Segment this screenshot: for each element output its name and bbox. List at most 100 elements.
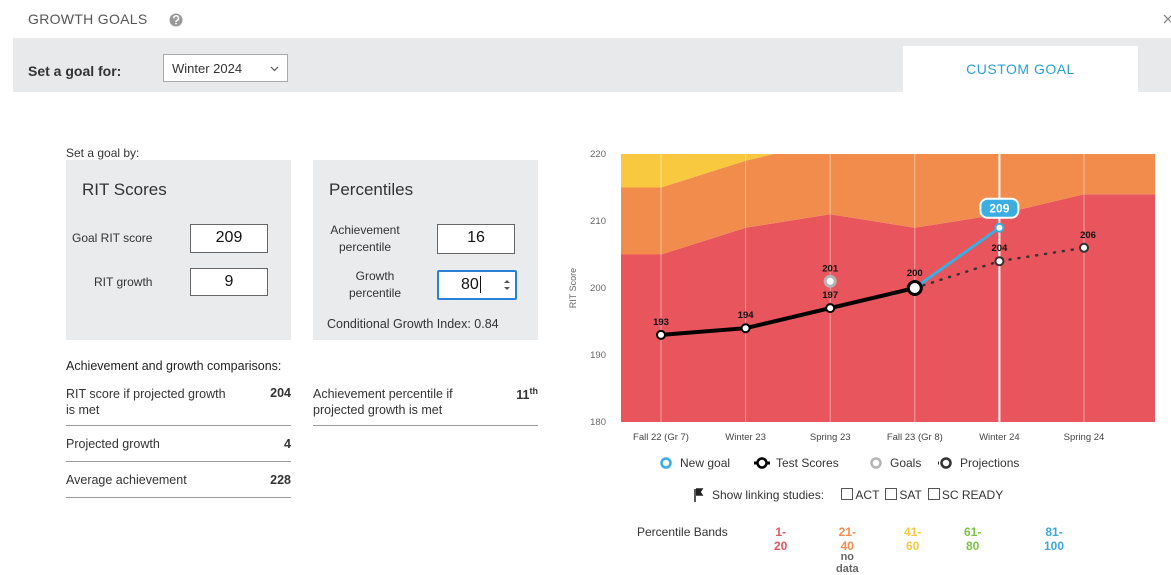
field-label: Goal RIT score — [72, 231, 153, 245]
band-note: no data — [836, 551, 859, 575]
comparison-label: Projected growth — [66, 437, 160, 451]
comparison-value: 4 — [284, 437, 291, 451]
comparison-value: 204 — [270, 386, 291, 400]
data-label: 193 — [653, 317, 669, 328]
x-tick-label: Winter 23 — [725, 432, 766, 443]
y-axis-label: RIT Score — [568, 268, 578, 308]
legend-label: Test Scores — [776, 456, 839, 470]
y-tick-label: 200 — [590, 283, 606, 294]
checkbox — [885, 488, 898, 500]
goal-rit-input[interactable]: 209 — [190, 224, 268, 253]
linking-option[interactable]: SC READY — [927, 488, 1004, 502]
term-select[interactable]: Winter 2024 — [163, 54, 288, 82]
comparisons-title: Achievement and growth comparisons: — [66, 359, 282, 373]
legend-item[interactable]: New goal — [656, 456, 730, 470]
band-legend-item: 61-80 — [964, 525, 981, 553]
point — [825, 303, 836, 314]
help-icon[interactable] — [169, 13, 183, 27]
linking-option-label: SC READY — [941, 488, 1004, 502]
band-legend-item: 41-60 — [904, 525, 921, 553]
rit-growth-input[interactable]: 9 — [190, 268, 268, 296]
band-label: 81-100 — [1044, 525, 1065, 553]
ordinal-suffix: th — [529, 386, 539, 396]
x-tick-label: Spring 23 — [810, 432, 851, 443]
header: GROWTH GOALS — [0, 0, 1171, 38]
linking-row: Show linking studies: ACT SAT SC READY — [712, 488, 1009, 502]
percentiles-panel: Percentiles Achievement percentile 16 Gr… — [313, 160, 538, 340]
point — [994, 256, 1005, 267]
x-tick-label: Spring 24 — [1064, 432, 1105, 443]
x-tick-label: Fall 22 (Gr 7) — [633, 432, 689, 443]
field-label: Growth percentile — [348, 269, 402, 300]
legend-item[interactable]: Goals — [866, 456, 921, 470]
data-label: 201 — [822, 263, 839, 274]
data-label: 197 — [822, 290, 838, 301]
x-tick-label: Fall 23 (Gr 8) — [887, 432, 943, 443]
percentile-value: 11 — [516, 388, 530, 403]
checkbox — [927, 488, 940, 500]
legend-item[interactable]: Projections — [936, 456, 1019, 470]
growth-input-value: 80 — [461, 276, 479, 293]
linking-option-label: SAT — [899, 488, 922, 502]
goal-badge — [979, 197, 1020, 219]
point — [1079, 242, 1089, 253]
series-line — [913, 246, 1086, 290]
checkbox — [841, 488, 854, 500]
cgi: Conditional Growth Index: 0.84 — [327, 317, 499, 331]
prompt: Set a goal by: — [66, 146, 140, 160]
legend-icon — [938, 457, 954, 469]
goal-for-label: Set a goal for: — [28, 63, 122, 79]
data-label: 200 — [907, 268, 923, 279]
band-label: 61-80 — [964, 525, 982, 553]
chart: RIT Score Fall 22 (Gr 7) Winter 23 Spring … — [169, 13, 1171, 502]
caret — [479, 276, 481, 293]
comparison-label: RIT score if projected growth is met — [66, 387, 226, 417]
legend-icon — [660, 457, 672, 469]
legend-marker — [660, 457, 672, 469]
legend-icon — [870, 457, 882, 469]
divider — [66, 425, 291, 426]
legend-marker — [870, 457, 882, 469]
flag-icon — [694, 488, 704, 502]
band-label: 21-40 — [838, 525, 856, 553]
achievement-input[interactable]: 16 — [437, 224, 515, 254]
legend-marker — [940, 457, 952, 469]
data-label: 206 — [1080, 230, 1096, 241]
linking-options: ACT SAT SC READY — [841, 488, 1009, 502]
percentile-band — [621, 194, 1155, 422]
divider — [66, 497, 291, 498]
divider — [313, 425, 538, 426]
y-tick-label: 190 — [590, 350, 606, 361]
legend-item[interactable]: Test Scores — [752, 456, 839, 470]
rit-panel: RIT Scores Goal RIT score 209 RIT growth… — [66, 160, 291, 340]
title: GROWTH GOALS — [28, 11, 148, 27]
band-legend-item: 21-40 no data — [836, 525, 859, 575]
data-label: 209 — [989, 202, 1009, 216]
linking-option[interactable]: SAT — [885, 488, 922, 502]
point — [823, 274, 837, 288]
legend-icon — [754, 457, 770, 469]
linking-option[interactable]: ACT — [841, 488, 879, 502]
comparison-label: Achievement percentile if projected grow… — [313, 387, 453, 417]
point — [906, 280, 923, 296]
band-legend-item: 81-100 — [1044, 525, 1064, 553]
field-label: Achievement percentile — [330, 223, 400, 254]
linking-label: Show linking studies: — [712, 488, 825, 502]
band-label: 1-20 — [774, 525, 788, 553]
spinner[interactable] — [503, 278, 511, 292]
term-select-value: Winter 2024 — [172, 61, 243, 76]
series-line — [913, 226, 1001, 290]
data-label: 194 — [738, 310, 755, 321]
legend-label: Projections — [960, 456, 1020, 470]
panel-title: Percentiles — [329, 180, 414, 199]
legend-label: New goal — [680, 456, 731, 470]
bands-title: Percentile Bands — [637, 525, 728, 539]
legend-marker — [756, 457, 768, 469]
comparison-value: 11th — [480, 386, 538, 402]
point — [740, 323, 751, 334]
custom-goal-tab[interactable]: CUSTOM GOAL — [903, 46, 1138, 92]
point — [994, 222, 1005, 233]
growth-input[interactable]: 80 — [437, 270, 517, 300]
band-legend-item: 1-20 — [774, 525, 787, 553]
